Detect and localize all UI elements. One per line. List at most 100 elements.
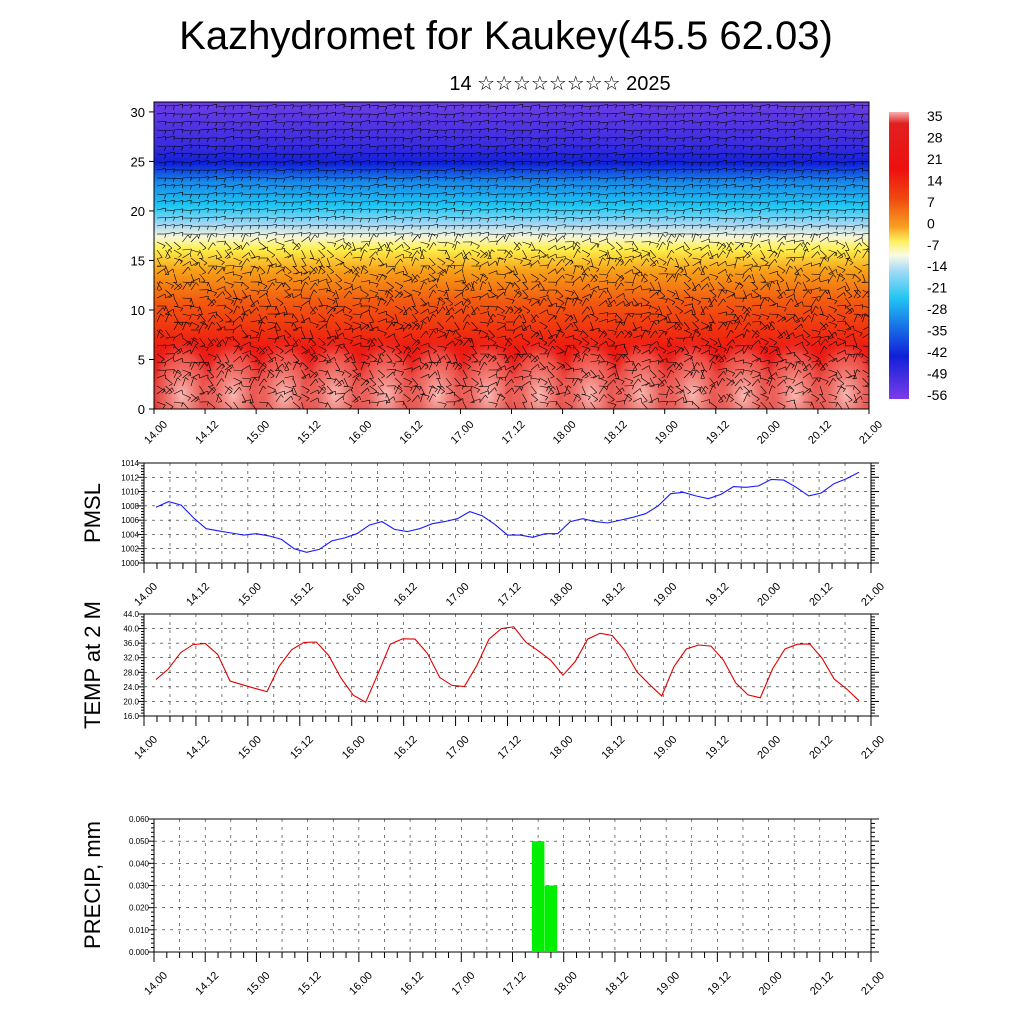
wind-barb <box>233 145 243 147</box>
wind-barb <box>862 105 869 107</box>
wind-barb <box>454 224 464 227</box>
wind-barb <box>292 207 302 211</box>
wind-barb-feather <box>275 168 277 173</box>
wind-barb-feather <box>382 274 386 278</box>
wind-barb-feather <box>844 176 847 181</box>
wind-barb <box>156 199 166 203</box>
wind-barb-feather <box>189 210 192 215</box>
wind-barb <box>284 249 292 257</box>
wind-barb-feather <box>572 144 575 149</box>
wind-barb <box>156 105 167 107</box>
wind-barb <box>386 249 391 259</box>
wind-barb-feather <box>674 192 677 197</box>
wind-barb-feather <box>708 244 710 249</box>
wind-barb <box>692 177 702 180</box>
wind-barb <box>709 253 718 259</box>
wind-barb <box>513 242 520 251</box>
wind-barb <box>862 248 869 251</box>
wind-barb-feather <box>325 122 328 127</box>
wind-barb <box>726 183 736 187</box>
wind-barb-feather <box>308 114 311 119</box>
wind-barb <box>811 273 821 276</box>
wind-barb <box>437 225 447 227</box>
wind-barb <box>267 265 271 275</box>
wind-barb <box>420 104 430 107</box>
wind-barb-feather <box>301 112 303 117</box>
wind-barb-feather <box>768 184 770 189</box>
wind-barb-feather <box>742 176 745 181</box>
wind-barb-feather <box>303 272 308 275</box>
wind-barb-feather <box>302 265 307 267</box>
wind-barb-feather <box>678 273 682 277</box>
wind-barb-feather <box>419 144 422 149</box>
wind-barb <box>819 232 829 235</box>
wind-barb-feather <box>515 288 520 291</box>
wind-barb <box>224 251 232 259</box>
wind-barb-feather <box>343 112 345 117</box>
wind-barb-feather <box>410 138 413 143</box>
wind-barb <box>547 112 557 115</box>
wind-barb <box>411 111 421 115</box>
wind-barb <box>241 232 252 235</box>
wind-barb <box>377 216 387 219</box>
wind-barb-feather <box>172 122 175 127</box>
wind-barb-feather <box>588 234 592 239</box>
wind-barb-feather <box>266 153 269 158</box>
wind-barb <box>692 105 702 107</box>
wind-barb <box>369 200 379 203</box>
wind-barb-feather <box>309 160 311 165</box>
wind-barb <box>530 273 539 280</box>
wind-barb-feather <box>776 104 779 109</box>
wind-barb <box>581 267 589 275</box>
wind-barb <box>343 185 353 188</box>
wind-barb-feather <box>275 192 277 197</box>
wind-barb <box>496 128 507 131</box>
wind-barb-feather <box>828 112 830 117</box>
wind-barb-feather <box>423 265 428 269</box>
wind-barb <box>666 201 676 204</box>
wind-barb-feather <box>589 138 592 143</box>
wind-barb <box>250 145 260 147</box>
wind-barb-feather <box>236 247 241 251</box>
wind-barb-feather <box>657 112 660 117</box>
wind-barb-feather <box>360 192 362 197</box>
wind-barb <box>165 268 174 275</box>
wind-barb-feather <box>666 169 668 174</box>
wind-barb-feather <box>852 274 855 279</box>
wind-barb <box>513 169 524 171</box>
wind-barb-feather <box>768 192 770 197</box>
wind-barb-feather <box>776 209 779 214</box>
wind-barb <box>649 120 660 123</box>
wind-barb-feather <box>841 245 846 250</box>
wind-barb <box>760 104 770 107</box>
wind-barb <box>615 192 625 195</box>
wind-barb-feather <box>522 224 524 229</box>
wind-barb-feather <box>768 104 770 109</box>
wind-barb <box>284 239 294 243</box>
wind-barb <box>624 145 634 147</box>
wind-barb <box>734 112 744 115</box>
wind-barb <box>250 121 260 123</box>
wind-barb-feather <box>716 242 719 247</box>
wind-barb <box>615 273 624 280</box>
wind-barb-feather <box>368 218 371 223</box>
wind-barb-feather <box>368 232 371 237</box>
wind-barb-feather <box>683 245 685 250</box>
wind-barb-feather <box>716 194 719 199</box>
wind-barb <box>658 191 668 195</box>
wind-barb <box>224 169 235 171</box>
wind-barb <box>530 233 540 236</box>
wind-barb <box>530 120 540 123</box>
wind-barb-feather <box>528 244 532 249</box>
wind-barb-feather <box>759 106 762 111</box>
wind-barb-feather <box>308 145 311 150</box>
wind-barb <box>352 192 362 195</box>
wind-barb <box>233 136 243 139</box>
wind-barb <box>624 169 634 171</box>
wind-barb-feather <box>444 170 447 175</box>
wind-barb <box>488 240 498 243</box>
wind-barb-feather <box>487 153 490 159</box>
wind-barb <box>182 199 192 203</box>
wind-barb-feather <box>785 208 787 213</box>
wind-barb-feather <box>615 152 617 157</box>
